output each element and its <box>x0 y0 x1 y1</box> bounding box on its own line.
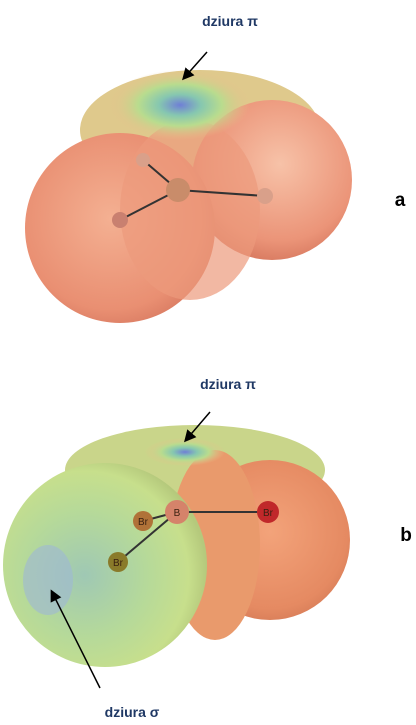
annotation: dziura σ <box>105 704 160 720</box>
panel-b: B Br Br Br dziura π dziura σ b <box>3 376 412 720</box>
pi-hole <box>145 438 225 466</box>
atom-label: Br <box>113 558 124 569</box>
annotation: dziura π <box>202 13 258 29</box>
atom <box>166 178 190 202</box>
atom <box>112 212 128 228</box>
annotation: dziura π <box>200 376 256 392</box>
atom-label: Br <box>263 508 274 519</box>
pi-hole <box>110 70 250 140</box>
atom <box>136 153 150 167</box>
atom <box>257 188 273 204</box>
panel-a: dziura π a <box>25 13 406 323</box>
sigma-hole <box>23 545 73 615</box>
panel-label: a <box>395 190 406 211</box>
atom-label: Br <box>138 517 149 528</box>
atom-label: B <box>174 508 181 519</box>
panel-label: b <box>400 525 412 546</box>
figure: dziura π a B Br Br Br dziura π dziura σ … <box>0 0 416 725</box>
